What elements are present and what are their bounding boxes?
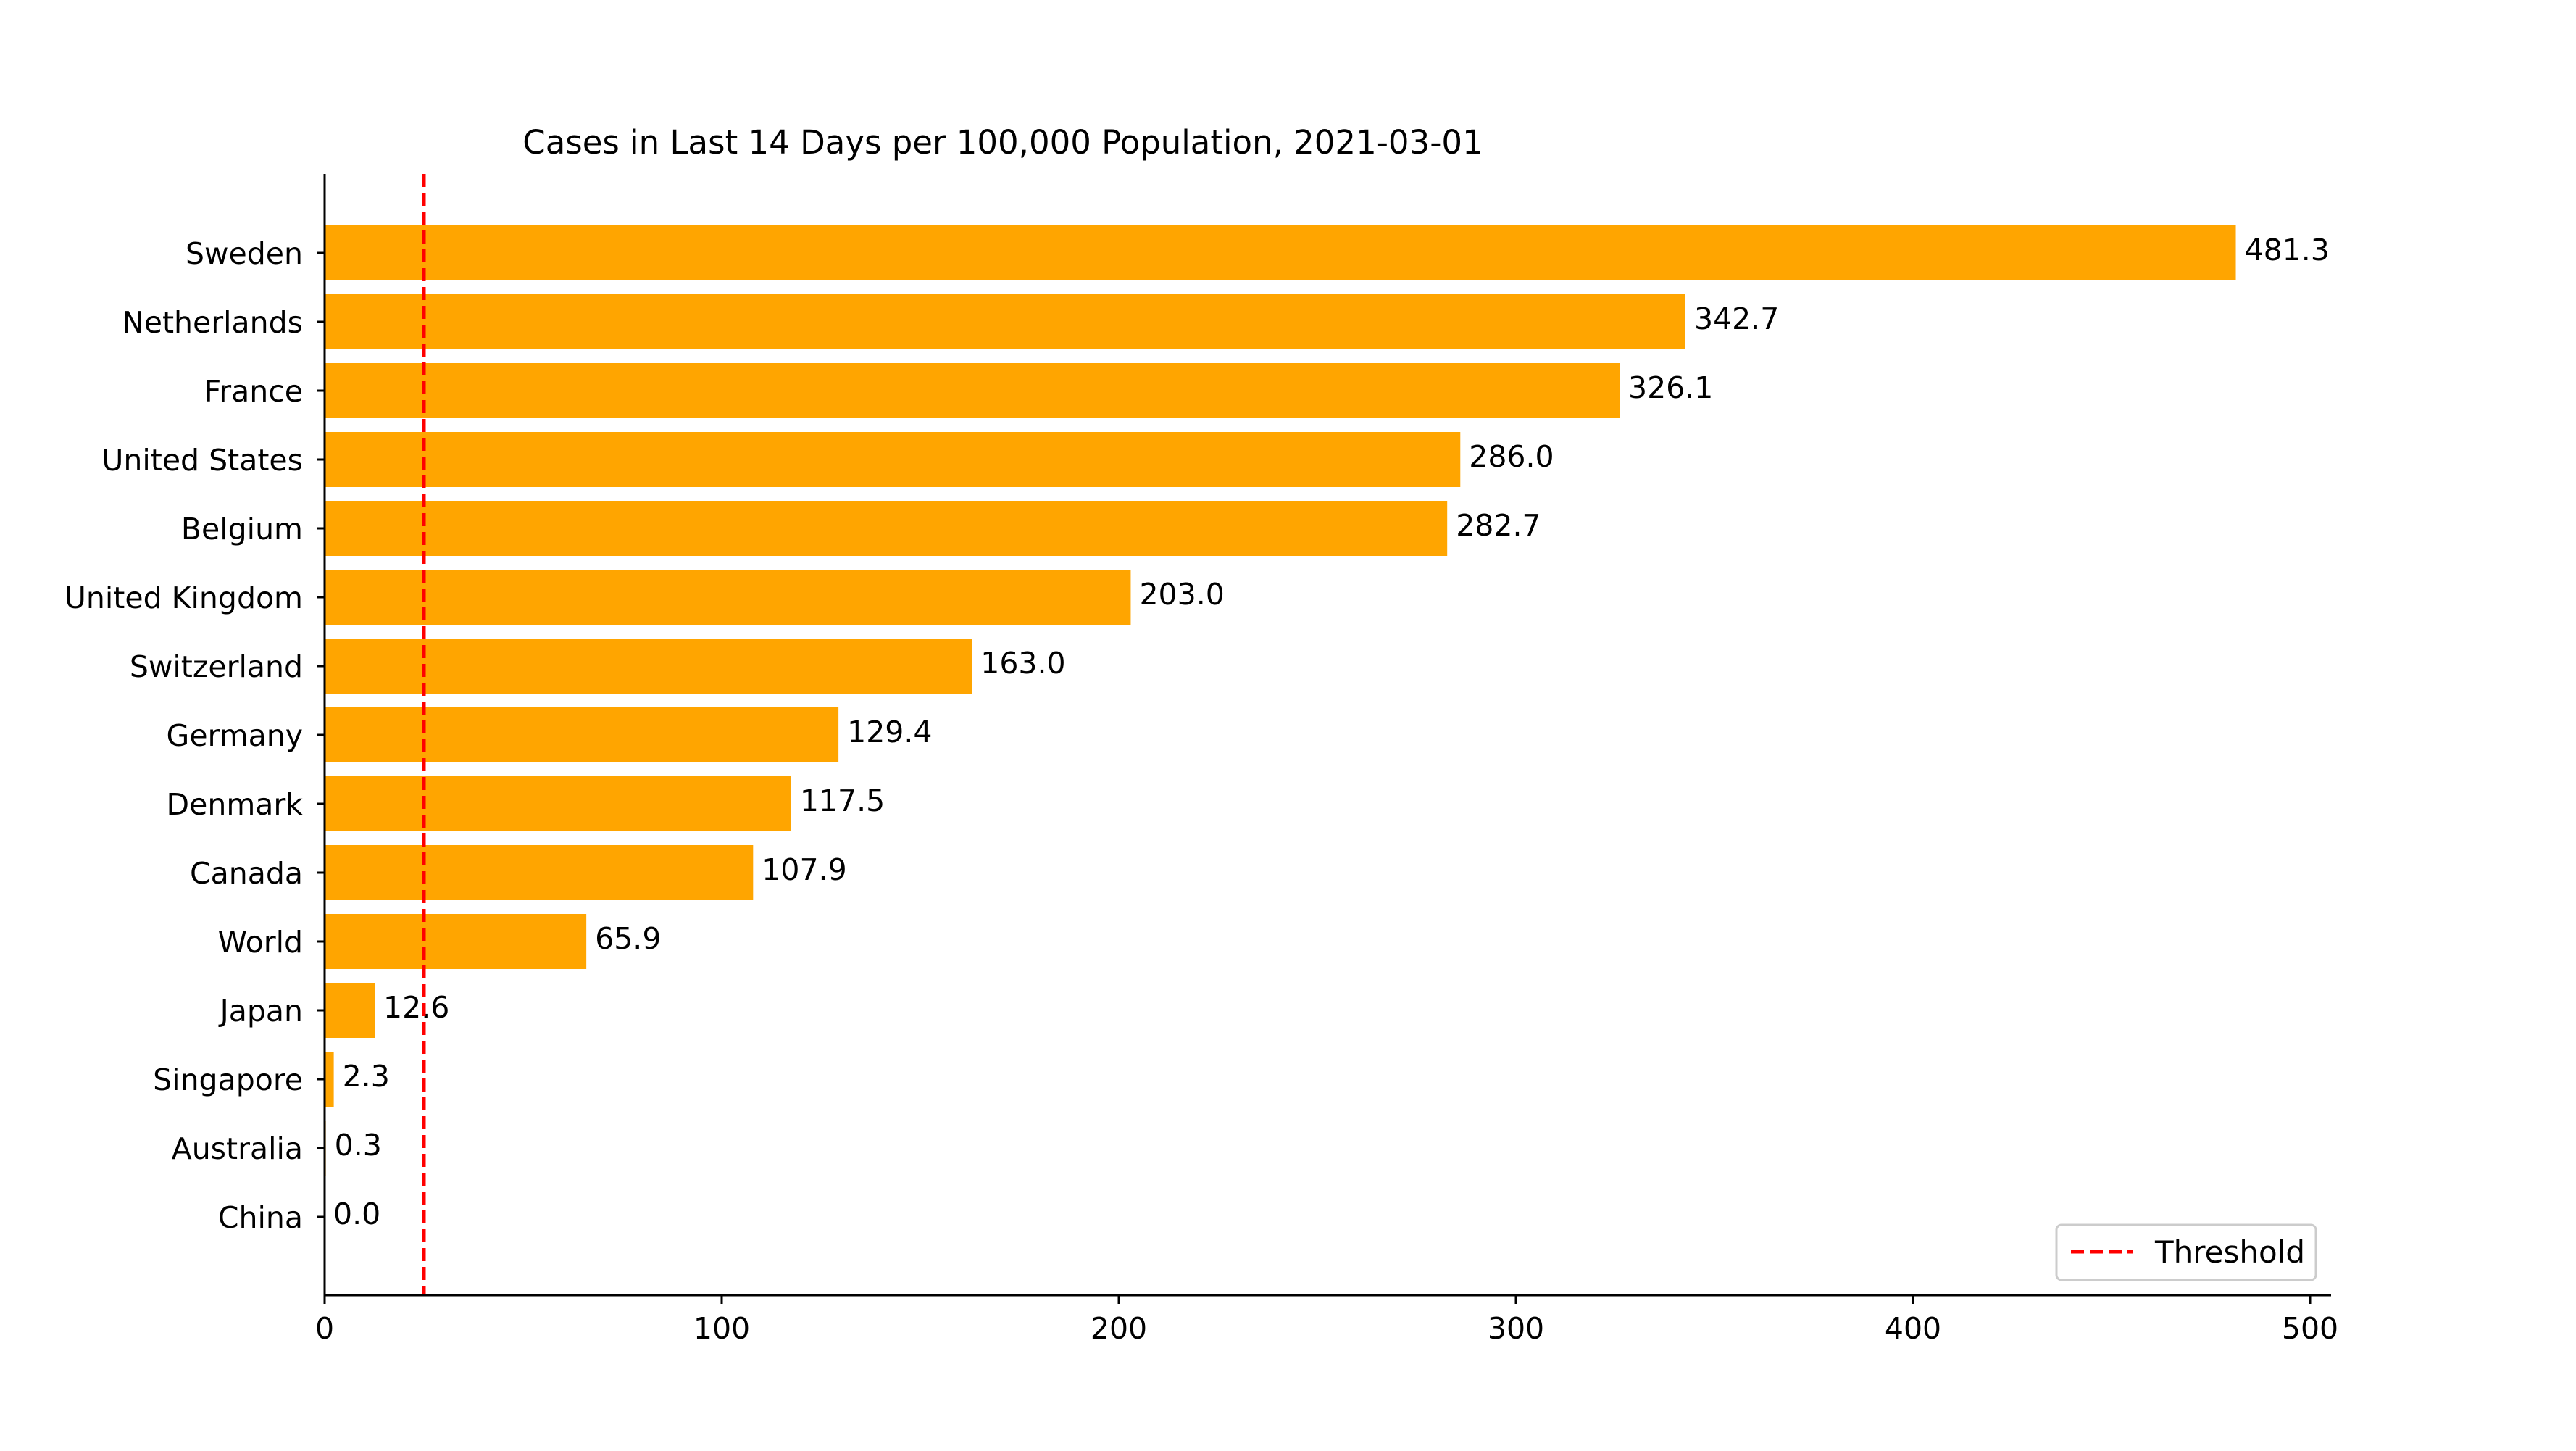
x-tick-label-300: 300	[1488, 1311, 1544, 1346]
y-tick-label-singapore: Singapore	[153, 1063, 303, 1097]
bar-united-states	[325, 432, 1461, 487]
bar-switzerland	[325, 639, 972, 694]
y-tick-label-world: World	[218, 925, 304, 960]
bar-japan	[325, 983, 375, 1038]
y-tick-label-sweden: Sweden	[186, 236, 303, 271]
legend-threshold-label: Threshold	[2154, 1234, 2305, 1270]
value-label-china: 0.0	[333, 1197, 380, 1231]
bar-canada	[325, 845, 754, 900]
value-label-belgium: 282.7	[1456, 508, 1541, 543]
y-tick-label-australia: Australia	[172, 1131, 303, 1166]
x-axis-ticks: 0 100 200 300 400 500	[315, 1295, 2338, 1346]
legend-box	[2055, 1223, 2317, 1281]
bar-sweden	[325, 225, 2236, 280]
bar-germany	[325, 707, 839, 762]
y-tick-label-united-kingdom: United Kingdom	[64, 581, 303, 615]
bar-united-kingdom	[325, 570, 1131, 625]
value-label-canada: 107.9	[762, 852, 846, 887]
bar-belgium	[325, 501, 1448, 556]
value-label-united-kingdom: 203.0	[1139, 577, 1224, 612]
x-tick-label-100: 100	[693, 1311, 750, 1346]
value-label-singapore: 2.3	[343, 1059, 390, 1094]
y-tick-label-france: France	[204, 374, 303, 409]
y-tick-label-netherlands: Netherlands	[122, 305, 303, 340]
y-tick-label-united-states: United States	[101, 443, 303, 478]
y-tick-label-canada: Canada	[190, 856, 303, 891]
x-tick-label-0: 0	[315, 1311, 334, 1346]
y-tick-label-denmark: Denmark	[167, 787, 304, 822]
value-label-japan: 12.6	[383, 990, 449, 1025]
bar-singapore	[325, 1052, 334, 1107]
value-label-united-states: 286.0	[1469, 439, 1554, 474]
x-tick-label-500: 500	[2282, 1311, 2338, 1346]
value-label-world: 65.9	[595, 921, 661, 956]
y-axis-labels: Sweden Netherlands France United States Belg…	[64, 236, 325, 1235]
value-label-germany: 129.4	[847, 715, 932, 749]
value-label-australia: 0.3	[335, 1128, 382, 1163]
x-tick-label-400: 400	[1885, 1311, 1941, 1346]
value-label-netherlands: 342.7	[1694, 302, 1779, 336]
bars-layer	[325, 225, 2236, 1176]
y-tick-label-germany: Germany	[167, 718, 303, 753]
legend: Threshold	[2055, 1223, 2317, 1281]
y-tick-label-japan: Japan	[218, 994, 303, 1028]
bar-denmark	[325, 776, 791, 831]
value-label-sweden: 481.3	[2245, 233, 2330, 267]
y-tick-label-switzerland: Switzerland	[130, 649, 303, 684]
chart-title: Cases in Last 14 Days per 100,000 Popula…	[522, 123, 1483, 162]
bar-france	[325, 363, 1620, 418]
y-tick-label-belgium: Belgium	[181, 512, 303, 546]
x-tick-label-200: 200	[1091, 1311, 1147, 1346]
value-label-france: 326.1	[1628, 370, 1713, 405]
bar-netherlands	[325, 294, 1685, 349]
bar-world	[325, 914, 587, 969]
value-labels: 481.3 342.7 326.1 286.0 282.7 203.0 163.0 129.4…	[333, 233, 2330, 1231]
value-label-denmark: 117.5	[800, 783, 885, 818]
value-label-switzerland: 163.0	[980, 646, 1065, 681]
y-tick-label-china: China	[218, 1200, 303, 1235]
